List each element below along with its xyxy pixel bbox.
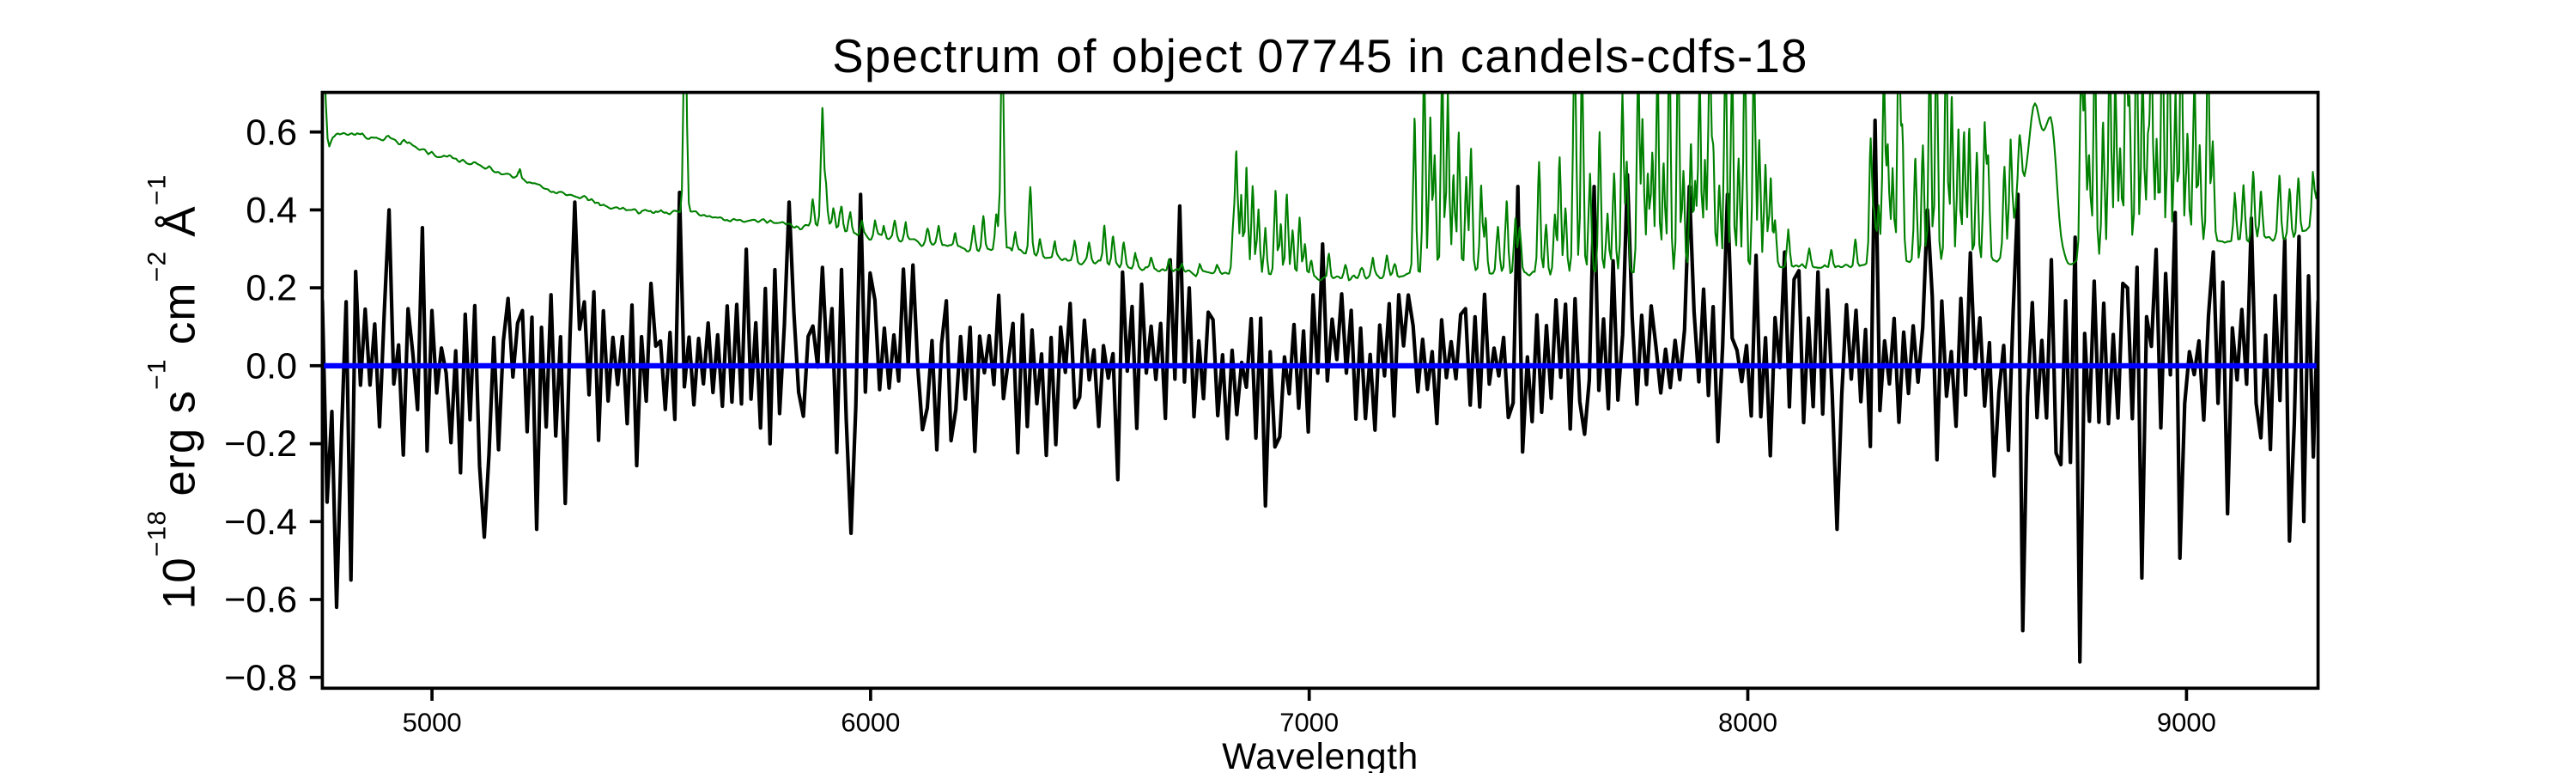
svg-text:−0.8: −0.8	[224, 657, 297, 698]
svg-text:Spectrum of object 07745 in ca: Spectrum of object 07745 in candels-cdfs…	[832, 30, 1808, 82]
svg-text:−0.4: −0.4	[224, 502, 297, 543]
svg-text:8000: 8000	[1718, 708, 1777, 738]
svg-text:0.0: 0.0	[246, 345, 297, 386]
svg-text:9000: 9000	[2157, 708, 2216, 738]
svg-text:0.2: 0.2	[246, 268, 297, 309]
svg-text:5000: 5000	[403, 708, 462, 738]
svg-text:6000: 6000	[841, 708, 900, 738]
svg-text:Wavelength: Wavelength	[1222, 737, 1419, 773]
svg-text:−0.2: −0.2	[224, 423, 297, 465]
svg-text:7000: 7000	[1279, 708, 1339, 738]
svg-text:−0.6: −0.6	[224, 580, 297, 621]
svg-text:0.6: 0.6	[246, 112, 297, 153]
svg-text:0.4: 0.4	[246, 190, 297, 231]
